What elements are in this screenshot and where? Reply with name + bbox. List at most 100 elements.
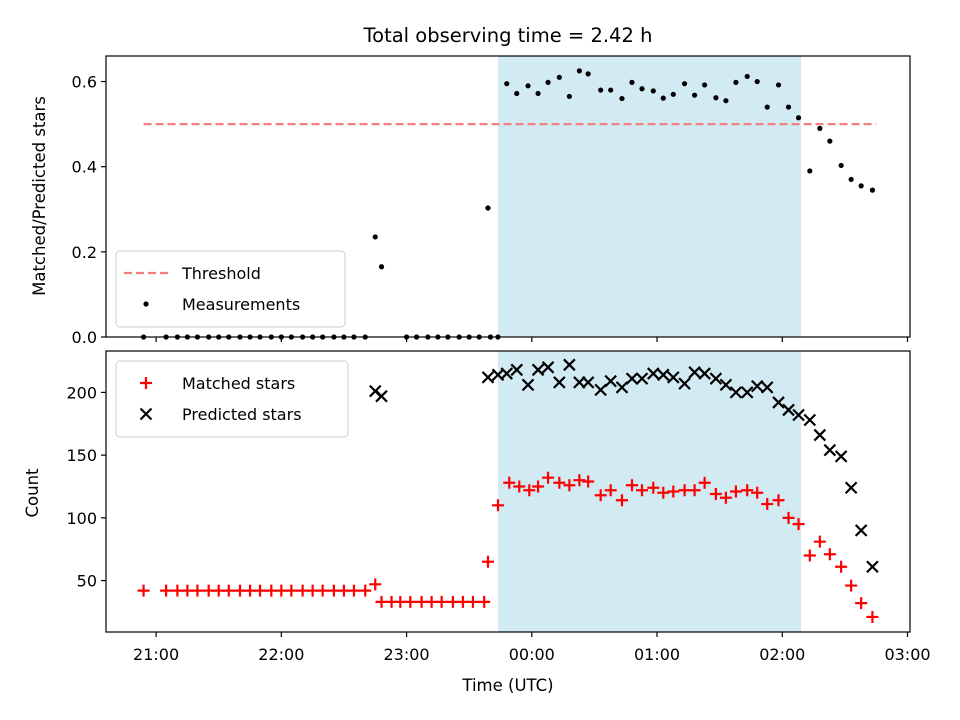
- y-tick-label: 0.6: [72, 73, 97, 92]
- data-point: [500, 367, 514, 380]
- data-point: [858, 183, 864, 189]
- data-point: [817, 125, 823, 131]
- x-tick-label: 00:00: [509, 645, 555, 664]
- x-tick-label: 23:00: [384, 645, 430, 664]
- legend-label: Threshold: [181, 264, 261, 283]
- data-point: [723, 98, 729, 104]
- x-tick: 00:00: [509, 632, 555, 664]
- data-point: [835, 560, 848, 573]
- y-tick: 200: [66, 383, 106, 402]
- data-point: [741, 484, 754, 497]
- data-point: [795, 115, 802, 121]
- data-point: [394, 595, 407, 608]
- data-point: [244, 584, 257, 597]
- data-point: [615, 494, 628, 507]
- x-tick: 02:00: [759, 632, 805, 664]
- data-point: [702, 82, 708, 88]
- data-point: [657, 368, 670, 382]
- y-tick-label: 0.2: [72, 243, 97, 262]
- top-ylabel: Matched/Predicted stars: [30, 96, 49, 296]
- data-point: [740, 386, 754, 399]
- data-point: [585, 71, 591, 77]
- highlight-span: [497, 56, 802, 337]
- data-point: [775, 82, 782, 88]
- data-point: [625, 372, 639, 385]
- data-point: [678, 377, 691, 390]
- data-point: [678, 484, 691, 497]
- axes-frame: [105, 350, 911, 633]
- data-point: [566, 93, 572, 100]
- data-point: [782, 403, 795, 417]
- data-point: [813, 535, 826, 548]
- y-tick: 0.4: [72, 158, 106, 177]
- legend: Threshold Measurements: [115, 250, 346, 328]
- data-point: [744, 73, 750, 80]
- legend-swatch-dot: [143, 301, 149, 307]
- data-point: [691, 92, 698, 98]
- data-point: [792, 518, 805, 531]
- data-point: [435, 595, 448, 608]
- data-point: [582, 475, 595, 488]
- data-point: [542, 471, 555, 484]
- y-tick-label: 150: [66, 446, 97, 465]
- x-tick-label: 22:00: [258, 645, 304, 664]
- data-point: [594, 489, 607, 502]
- data-point: [378, 264, 385, 270]
- data-point: [772, 494, 785, 507]
- data-point: [639, 86, 645, 92]
- data-point: [785, 104, 792, 110]
- data-point: [729, 386, 743, 399]
- data-point: [619, 95, 625, 102]
- data-point: [751, 486, 764, 499]
- data-point: [608, 87, 614, 93]
- data-point: [415, 595, 428, 608]
- data-point: [160, 584, 173, 597]
- x-tick: 22:00: [258, 632, 304, 664]
- data-point: [823, 443, 837, 457]
- data-point: [848, 176, 854, 183]
- data-point: [604, 374, 617, 388]
- x-tick: 23:00: [384, 632, 430, 664]
- data-point: [372, 234, 378, 240]
- data-point: [647, 481, 660, 494]
- data-point: [265, 584, 278, 597]
- data-point: [191, 584, 204, 597]
- x-tick: 03:00: [884, 632, 931, 664]
- data-point: [625, 479, 638, 492]
- data-point: [845, 579, 858, 592]
- y-tick: 150: [66, 446, 106, 465]
- x-tick-label: 21:00: [133, 645, 179, 664]
- data-point: [750, 379, 764, 393]
- data-point: [446, 595, 459, 608]
- bottom-ylabel: Count: [23, 468, 42, 518]
- bottom-panel: Time (UTC) Count 50 100 150 200 21:00 22:00 23…: [23, 350, 931, 695]
- series-matched-stars: [137, 471, 879, 623]
- data-point: [375, 389, 388, 403]
- data-point: [782, 511, 795, 524]
- data-point: [733, 79, 739, 85]
- data-point: [504, 81, 510, 87]
- data-point: [563, 479, 576, 492]
- data-point: [478, 595, 491, 608]
- data-point: [513, 480, 526, 493]
- data-point: [171, 584, 184, 597]
- y-tick: 0.2: [72, 243, 106, 262]
- data-point: [594, 383, 607, 397]
- data-point: [650, 88, 656, 94]
- y-tick-label: 100: [66, 509, 97, 528]
- x-tick-label: 02:00: [759, 645, 805, 664]
- data-point: [698, 367, 711, 380]
- y-tick-label: 0.0: [72, 328, 97, 347]
- data-point: [760, 381, 774, 394]
- data-point: [772, 396, 785, 409]
- x-tick-label: 03:00: [884, 645, 930, 664]
- data-point: [531, 363, 545, 377]
- data-point: [719, 378, 733, 392]
- data-point: [803, 413, 817, 427]
- data-point: [792, 408, 805, 422]
- data-point: [222, 584, 235, 597]
- data-point: [212, 584, 225, 597]
- legend-label: Matched stars: [182, 374, 295, 393]
- data-point: [485, 205, 491, 211]
